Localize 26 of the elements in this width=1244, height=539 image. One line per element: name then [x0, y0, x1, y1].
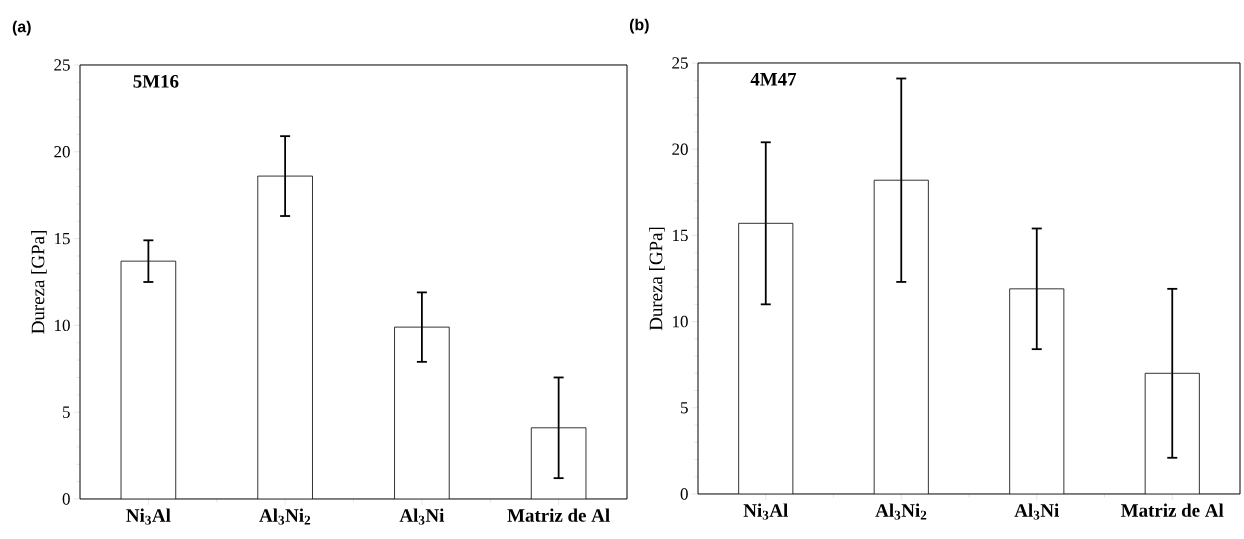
y-tick-label: 5 [63, 406, 70, 418]
annotation: 4M47 [750, 72, 797, 86]
x-tick-label: Ni$_{3}$Al [126, 508, 171, 525]
y-tick-label: 15 [673, 229, 688, 242]
annotation: 5M16 [133, 75, 179, 88]
y-tick-label: 15 [55, 232, 70, 245]
y-tick-label: 25 [672, 57, 688, 69]
chart-title: (a) [12, 20, 31, 36]
y-tick-label: 20 [54, 146, 70, 158]
x-tick-label: Matriz de Al [1121, 503, 1224, 517]
y-tick-label: 0 [680, 488, 688, 500]
y-tick-label: 0 [62, 493, 70, 505]
x-tick-label: Al$_{3}$Ni$_{2}$ [875, 503, 927, 520]
y-tick-label: 10 [673, 315, 688, 328]
x-tick-label: Matriz de Al [507, 508, 610, 522]
y-axis-title: Dureza [GPa] [31, 231, 47, 334]
x-tick-label: Al$_{3}$Ni [1014, 503, 1059, 520]
y-tick-label: 25 [54, 59, 70, 71]
x-tick-label: Al$_{3}$Ni$_{2}$ [259, 508, 311, 525]
y-axis-title: Dureza [GPa] [649, 227, 665, 331]
x-tick-label: Al$_{3}$Ni [399, 508, 445, 525]
y-tick-label: 5 [681, 402, 688, 414]
y-tick-label: 20 [672, 143, 688, 155]
x-tick-label: Ni$_{3}$Al [743, 503, 788, 520]
y-tick-label: 10 [55, 319, 70, 332]
chart-title: (b) [629, 18, 649, 34]
